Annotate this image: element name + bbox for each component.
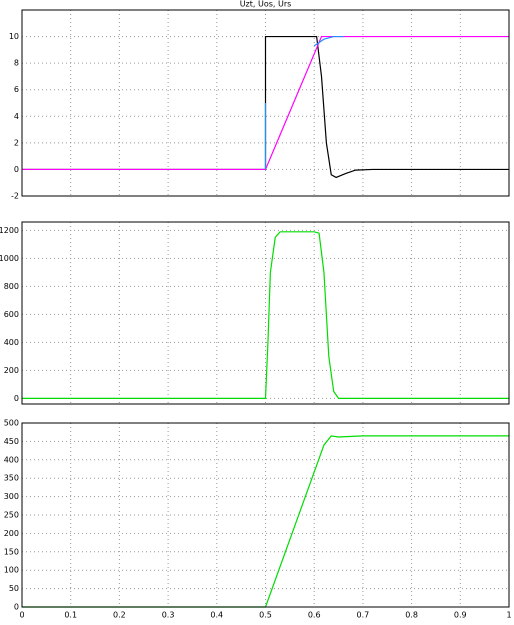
y-tick-label: 1200: [0, 226, 19, 235]
x-tick-label: 0.2: [113, 611, 126, 620]
y-tick-label: 0: [14, 603, 19, 612]
y-tick-label: 200: [4, 529, 19, 538]
y-tick-label: 400: [4, 455, 19, 464]
y-tick-label: 100: [4, 566, 19, 575]
y-tick-label: 2: [14, 138, 19, 147]
y-tick-label: 0: [14, 165, 19, 174]
x-tick-label: 0.7: [357, 611, 370, 620]
y-tick-label: 8: [14, 59, 19, 68]
y-tick-label: 50: [9, 584, 19, 593]
series-line: [22, 35, 509, 179]
series-line: [22, 35, 509, 171]
y-tick-label: 800: [4, 282, 19, 291]
y-tick-label: 500: [4, 419, 19, 428]
y-tick-label: 350: [4, 474, 19, 483]
y-tick-label: 300: [4, 492, 19, 501]
plot-area: [22, 222, 509, 404]
chart-title: Uzt, Uos, Urs: [240, 0, 292, 9]
y-tick-label: 200: [4, 366, 19, 375]
series-line: [264, 35, 344, 170]
y-tick-label: 400: [4, 338, 19, 347]
y-tick-label: 450: [4, 437, 19, 446]
series-line: [22, 231, 509, 399]
y-tick-label: 4: [14, 112, 19, 121]
y-tick-label: 150: [4, 547, 19, 556]
x-tick-label: 0.5: [259, 611, 272, 620]
y-tick-label: 0: [14, 394, 19, 403]
y-tick-label: 10: [9, 32, 19, 41]
plot-frame: [21, 422, 510, 608]
plot-frame: [21, 9, 510, 197]
x-tick-label: 0.3: [162, 611, 175, 620]
x-tick-label: 0.4: [210, 611, 223, 620]
y-tick-label: 250: [4, 511, 19, 520]
y-tick-label: -2: [11, 192, 19, 201]
y-tick-label: 600: [4, 310, 19, 319]
x-tick-label: 0.1: [64, 611, 77, 620]
x-tick-label: 0.6: [308, 611, 321, 620]
x-tick-label: 0.8: [405, 611, 418, 620]
x-tick-label: 1: [506, 611, 511, 620]
x-tick-label: 0: [19, 611, 24, 620]
plot-frame: [21, 221, 510, 405]
x-tick-label: 0.9: [454, 611, 467, 620]
y-tick-label: 1000: [0, 254, 19, 263]
y-tick-label: 6: [14, 85, 19, 94]
